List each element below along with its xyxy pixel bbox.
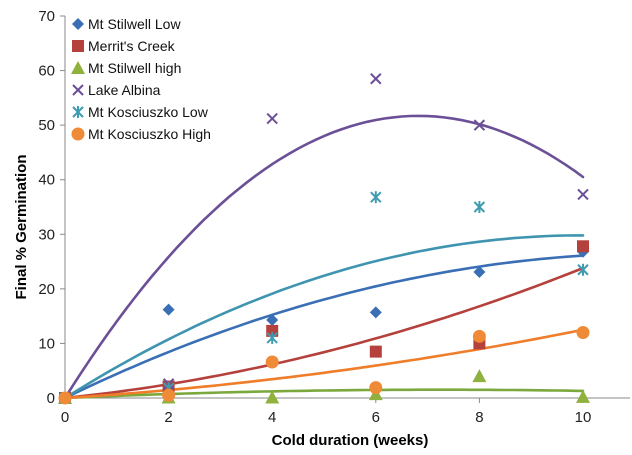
x-tick-label: 0 (61, 409, 69, 426)
data-point-mt-stilwell-high (265, 390, 280, 404)
tick-labels: 0 2 4 6 8 10 0 10 20 30 40 50 60 70 (38, 8, 591, 426)
x-tick-label: 10 (575, 409, 592, 426)
data-point-merrit-s-creek (369, 345, 382, 358)
legend-item-mt-kosciuszko-low: Mt Kosciuszko Low (72, 104, 209, 120)
x-tick-label: 6 (372, 409, 380, 426)
data-point-merrit-s-creek (577, 240, 589, 253)
data-point-mt-kosciuszko-high (58, 391, 72, 405)
square-shape (577, 240, 589, 253)
data-point-mt-kosciuszko-low (473, 201, 486, 213)
x-stroke (473, 119, 486, 131)
y-tick-label: 40 (38, 172, 55, 189)
trendline-lake-albina (63, 114, 585, 400)
square-shape (72, 40, 84, 52)
circle-shape (576, 326, 590, 340)
circle-shape (265, 355, 279, 369)
legend-item-merrit-s-creek: Merrit's Creek (72, 38, 176, 54)
x-stroke (266, 112, 278, 125)
data-point-lake-albina (473, 119, 486, 131)
legend-label: Mt Stilwell Low (88, 16, 181, 32)
x-stroke (577, 188, 589, 201)
y-tick-label: 70 (38, 8, 55, 25)
x-stroke (370, 73, 382, 85)
circle-shape (162, 388, 176, 402)
trendline-merrit-s-creek (63, 266, 585, 400)
triangle-shape (71, 61, 85, 74)
legend: Mt Stilwell Low Merrit's Creek Mt Stilwell… (71, 16, 211, 142)
x-tick-label: 8 (475, 409, 483, 426)
data-point-mt-kosciuszko-high (472, 329, 486, 343)
trendline-mt-stilwell-low (63, 254, 585, 400)
data-point-mt-stilwell-low (266, 313, 279, 326)
square-shape (369, 345, 382, 358)
data-point-mt-kosciuszko-high (369, 381, 383, 395)
data-point-mt-stilwell-low (162, 303, 175, 316)
data-point-mt-kosciuszko-high (162, 388, 176, 402)
y-axis-title: Final % Germination (13, 154, 30, 299)
legend-item-mt-stilwell-high: Mt Stilwell high (71, 60, 181, 76)
data-point-mt-stilwell-low (473, 265, 486, 278)
diamond-shape (369, 306, 382, 319)
y-tick-label: 20 (38, 281, 55, 298)
legend-label: Mt Stilwell high (88, 60, 181, 76)
legend-label: Mt Kosciuszko Low (88, 104, 209, 120)
data-point-mt-kosciuszko-low (370, 191, 382, 204)
data-point-lake-albina (577, 188, 589, 201)
data-point-mt-stilwell-low (369, 306, 382, 319)
legend-marker (71, 61, 85, 74)
legend-item-lake-albina: Lake Albina (72, 82, 161, 98)
y-tick-label: 10 (38, 335, 55, 352)
data-point-lake-albina (266, 112, 278, 125)
diamond-shape (162, 303, 175, 316)
y-tick-label: 50 (38, 117, 55, 134)
data-point-mt-kosciuszko-low (266, 331, 278, 344)
data-points (58, 73, 590, 405)
circle-shape (58, 391, 72, 405)
legend-marker (72, 106, 84, 118)
x-stroke (72, 84, 84, 96)
triangle-shape (576, 389, 590, 403)
data-point-mt-kosciuszko-high (576, 326, 590, 340)
data-point-mt-kosciuszko-low (577, 263, 589, 276)
trendlines (63, 114, 585, 400)
legend-label: Merrit's Creek (88, 38, 176, 54)
data-point-lake-albina (370, 73, 382, 85)
circle-shape (472, 329, 486, 343)
legend-item-mt-stilwell-low: Mt Stilwell Low (72, 16, 181, 32)
data-point-mt-stilwell-high (576, 389, 590, 403)
legend-item-mt-kosciuszko-high: Mt Kosciuszko High (71, 126, 211, 142)
y-tick-label: 0 (47, 390, 55, 407)
legend-marker (72, 84, 84, 96)
y-tick-label: 60 (38, 63, 55, 80)
y-tick-label: 30 (38, 226, 55, 243)
legend-marker (72, 40, 84, 52)
triangle-shape (472, 369, 487, 383)
diamond-shape (266, 313, 279, 326)
circle-shape (71, 127, 85, 141)
data-point-mt-stilwell-high (472, 369, 487, 383)
x-axis-title: Cold duration (weeks) (272, 432, 429, 449)
x-tick-label: 2 (164, 409, 172, 426)
triangle-shape (265, 390, 280, 404)
trendline-mt-kosciuszko-low (63, 234, 585, 400)
diamond-shape (72, 18, 84, 30)
circle-shape (369, 381, 383, 395)
legend-label: Mt Kosciuszko High (88, 126, 211, 142)
data-point-mt-kosciuszko-high (265, 355, 279, 369)
diamond-shape (473, 265, 486, 278)
trendline-mt-stilwell-high (63, 388, 585, 400)
trendline-mt-kosciuszko-high (63, 328, 585, 400)
legend-marker (72, 18, 84, 30)
legend-marker (71, 127, 85, 141)
legend-label: Lake Albina (88, 82, 161, 98)
x-tick-label: 4 (268, 409, 276, 426)
